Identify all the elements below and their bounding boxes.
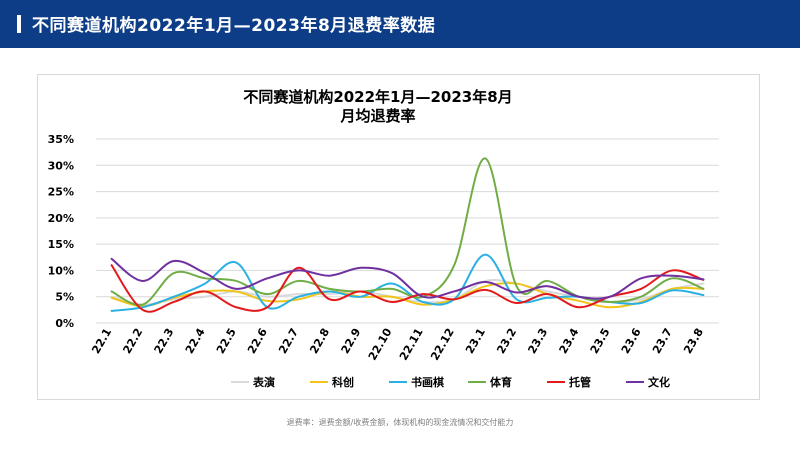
page-title: 不同赛道机构2022年1月—2023年8月退费率数据 — [32, 16, 436, 36]
chart-panel: 不同赛道机构2022年1月—2023年8月 月均退费率 0% 5% 10% 15% 20… — [37, 74, 760, 400]
y-tick-label: 10% — [48, 264, 74, 277]
line-chart: 不同赛道机构2022年1月—2023年8月 月均退费率 0% 5% 10% 15% 20… — [48, 88, 719, 389]
x-tick-label: 22.8 — [307, 326, 332, 356]
series-lines — [110, 157, 705, 313]
legend-label: 表演 — [252, 375, 275, 389]
y-tick-label: 0% — [55, 317, 74, 330]
x-tick-label: 22.2 — [120, 326, 145, 356]
x-tick-label: 22.3 — [152, 326, 177, 356]
x-tick-label: 22.12 — [428, 326, 457, 363]
x-tick-label: 22.6 — [245, 326, 270, 356]
legend-label: 托管 — [569, 375, 591, 389]
y-tick-label: 15% — [48, 238, 74, 251]
x-tick-label: 23.5 — [588, 326, 613, 356]
x-tick-label: 23.4 — [557, 326, 582, 356]
x-tick-label: 22.9 — [339, 326, 364, 356]
y-tick-label: 25% — [48, 186, 74, 199]
legend: 表演 科创 书画棋 体育 托管 文化 — [231, 375, 670, 389]
x-tick-label: 23.7 — [650, 326, 675, 356]
x-tick-label: 23.6 — [619, 326, 644, 356]
x-tick-label: 23.8 — [681, 326, 706, 356]
legend-label: 科创 — [332, 375, 354, 389]
y-tick-label: 35% — [48, 133, 74, 146]
header-bar: 不同赛道机构2022年1月—2023年8月退费率数据 — [0, 0, 800, 48]
legend-label: 书画棋 — [411, 375, 444, 389]
x-tick-label: 23.1 — [463, 326, 488, 356]
footnote: 退费率：退费金额/收费金额，体现机构的现金流情况和交付能力 — [286, 418, 514, 427]
y-tick-label: 5% — [55, 291, 74, 304]
x-tick-label: 22.11 — [397, 326, 426, 363]
x-tick-label: 22.5 — [214, 326, 239, 356]
y-tick-label: 30% — [48, 159, 74, 172]
y-tick-label: 20% — [48, 212, 74, 225]
x-tick-label: 23.2 — [494, 326, 519, 356]
chart-title-line1: 不同赛道机构2022年1月—2023年8月 — [243, 88, 512, 106]
x-tick-label: 22.10 — [366, 326, 395, 363]
series-line — [110, 157, 705, 307]
legend-label: 文化 — [648, 375, 670, 389]
series-line — [110, 257, 705, 300]
legend-label: 体育 — [490, 375, 512, 389]
series-line — [110, 264, 705, 313]
y-axis-labels: 0% 5% 10% 15% 20% 25% 30% 35% — [48, 133, 74, 330]
x-tick-label: 23.3 — [525, 326, 550, 356]
header-accent-mark — [17, 15, 21, 33]
chart-title-line2: 月均退费率 — [339, 107, 415, 125]
x-tick-label: 22.7 — [276, 326, 301, 356]
x-axis-labels: 22.1 22.2 22.3 22.4 22.5 22.6 22.7 22.8 22.9 22.1… — [89, 326, 706, 363]
x-tick-label: 22.1 — [89, 326, 114, 356]
x-tick-label: 22.4 — [183, 326, 208, 356]
